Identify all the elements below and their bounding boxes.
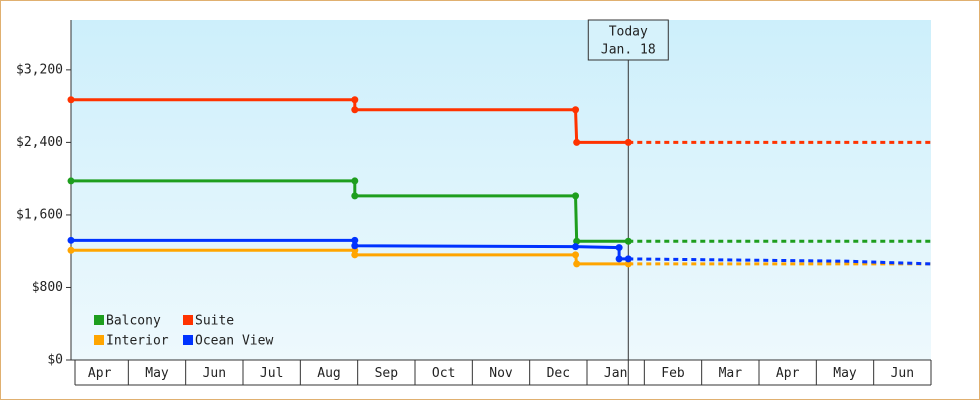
price-point <box>351 192 359 200</box>
legend-swatch <box>94 335 104 345</box>
today-box <box>587 19 669 61</box>
legend-label: Balcony <box>106 314 161 329</box>
x-tick-label: Nov <box>489 366 513 381</box>
x-tick-label: Aug <box>317 366 340 381</box>
legend-swatch <box>94 315 104 325</box>
x-tick-label: Jan <box>604 366 627 381</box>
x-tick-label: May <box>145 366 169 381</box>
price-line <box>71 98 629 144</box>
x-tick-label: May <box>833 366 857 381</box>
x-tick-label: Dec <box>547 366 570 381</box>
price-line <box>71 248 629 266</box>
legend-label: Ocean View <box>195 334 273 349</box>
y-tick-label: $1,600 <box>16 207 63 222</box>
price-point <box>67 96 75 104</box>
price-point <box>615 244 623 252</box>
legend-swatch <box>183 315 193 325</box>
price-point <box>624 138 632 146</box>
price-point <box>573 237 581 245</box>
price-point <box>573 260 581 268</box>
price-point <box>351 251 359 259</box>
price-point <box>572 106 580 114</box>
x-tick-label: Mar <box>719 366 743 381</box>
price-point <box>67 177 75 185</box>
x-tick-label: Jun <box>891 366 914 381</box>
price-point <box>615 255 623 263</box>
x-tick-label: Feb <box>661 366 685 381</box>
price-point <box>351 96 359 104</box>
y-tick-label: $2,400 <box>16 135 63 150</box>
price-point <box>624 237 632 245</box>
price-point <box>573 138 581 146</box>
x-tick-label: Apr <box>88 366 112 381</box>
legend-label: Suite <box>195 314 234 329</box>
price-point <box>351 106 359 114</box>
price-point <box>572 192 580 200</box>
price-point <box>351 236 359 244</box>
today-label: Today <box>609 25 648 40</box>
price-point <box>67 246 75 254</box>
price-point <box>351 242 359 250</box>
x-tick-label: Jun <box>203 366 226 381</box>
price-point <box>572 251 580 259</box>
price-point <box>572 243 580 251</box>
x-tick-label: Jul <box>260 366 283 381</box>
price-point <box>624 255 632 263</box>
price-point <box>67 236 75 244</box>
x-tick-label: Apr <box>776 366 800 381</box>
x-tick-label: Sep <box>375 366 399 381</box>
plot-area <box>71 20 931 360</box>
price-point <box>351 177 359 185</box>
forecast-line <box>628 257 932 266</box>
y-tick-label: $3,200 <box>16 62 63 77</box>
legend-swatch <box>183 335 193 345</box>
price-point <box>624 260 632 268</box>
legend-label: Interior <box>106 334 169 349</box>
price-line <box>71 179 629 243</box>
y-tick-label: $800 <box>32 280 63 295</box>
y-tick-label: $0 <box>47 353 63 368</box>
x-tick-label: Oct <box>432 366 455 381</box>
today-date: Jan. 18 <box>601 43 656 58</box>
